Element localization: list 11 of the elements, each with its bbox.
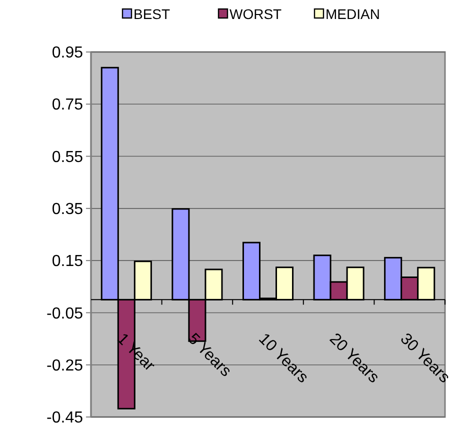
legend-label: BEST: [134, 6, 171, 22]
y-tick-label: 0.15: [52, 253, 84, 270]
y-tick-label: 0.75: [52, 96, 84, 114]
y-tick-label: -0.45: [46, 410, 84, 427]
legend-label: MEDIAN: [326, 6, 380, 22]
y-tick-label: 0.95: [52, 44, 84, 62]
legend-label: WORST: [230, 6, 282, 22]
y-tick-label: 0.55: [52, 148, 84, 166]
y-tick-label: -0.25: [46, 357, 84, 374]
y-tick-label: 0.35: [52, 201, 84, 218]
y-tick-label: -0.05: [46, 305, 84, 322]
